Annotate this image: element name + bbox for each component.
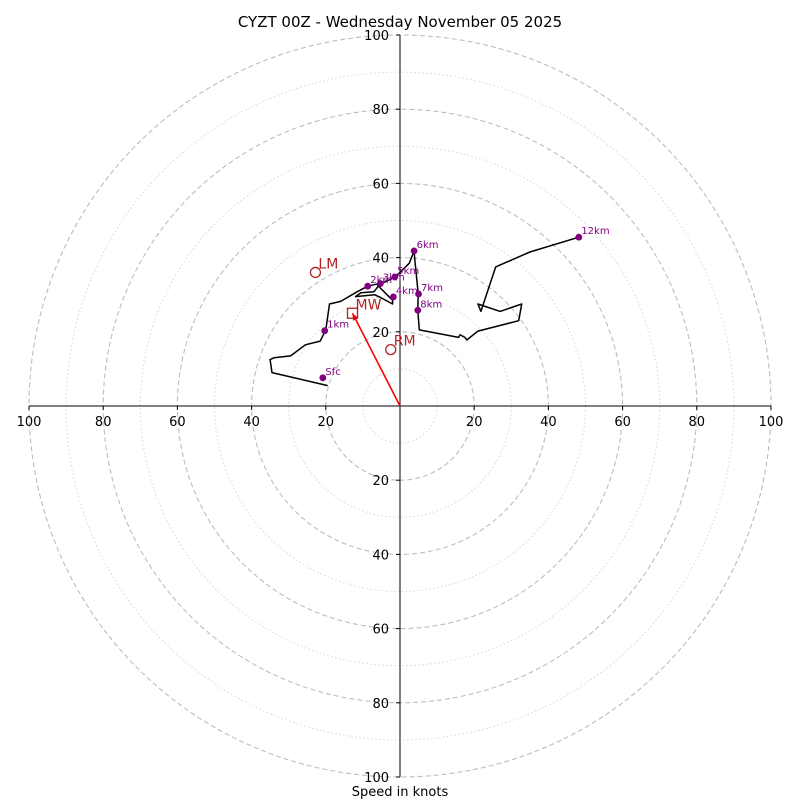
height-marker-label: 6km (417, 240, 439, 251)
x-tick-label: 20 (466, 415, 483, 430)
x-axis-label: Speed in knots (352, 785, 449, 800)
height-marker-label: 1km (327, 320, 349, 331)
y-tick-label: 100 (364, 771, 389, 786)
x-tick-label: 80 (95, 415, 112, 430)
chart-title: CYZT 00Z - Wednesday November 05 2025 (238, 13, 562, 31)
y-tick-label: 20 (372, 474, 389, 489)
x-tick-label: 100 (759, 415, 784, 430)
y-tick-label: 20 (372, 326, 389, 341)
y-tick-label: 60 (372, 623, 389, 638)
mean-wind-arrowhead (352, 313, 359, 321)
storm-motion-markers: LM RM MW (309, 256, 416, 356)
lm-marker (309, 266, 322, 279)
rm-label: RM (394, 334, 416, 350)
x-tick-label: 60 (169, 415, 186, 430)
mw-marker (346, 307, 359, 319)
height-marker-dot (575, 233, 583, 241)
mean-wind-vector (351, 312, 401, 407)
mean-wind-vector-group (351, 312, 401, 407)
y-tick-label: 80 (372, 697, 389, 712)
height-marker-dot (364, 282, 372, 290)
x-tick-label: 100 (17, 415, 42, 430)
y-tick-label: 40 (372, 548, 389, 563)
height-marker-dot (389, 293, 397, 301)
height-marker-label: 7km (421, 283, 443, 294)
height-markers: Sfc1km2km3km4km5km6km7km8km12km (319, 226, 610, 382)
y-tick-label: 80 (372, 103, 389, 118)
rm-marker (385, 343, 397, 356)
x-tick-label: 80 (689, 415, 706, 430)
y-tick-label: 60 (372, 177, 389, 192)
height-marker-dot (415, 290, 422, 298)
height-marker-dot (410, 247, 418, 255)
y-tick-label: 100 (364, 29, 389, 44)
x-tick-label: 40 (540, 415, 557, 430)
height-marker-dot (319, 374, 327, 382)
height-marker-label: 8km (420, 299, 442, 310)
x-tick-label: 40 (243, 415, 260, 430)
lm-label: LM (318, 256, 338, 272)
axis-ticks (28, 34, 772, 778)
height-marker-dot (376, 280, 384, 287)
height-marker-dot (321, 327, 329, 335)
height-marker-label: 5km (397, 266, 419, 277)
height-marker-label: 12km (581, 226, 609, 237)
height-marker-label: 4km (396, 286, 418, 297)
height-marker-label: Sfc (325, 367, 340, 378)
height-marker-dot (414, 306, 422, 314)
axis-tick-labels: 100 80 60 40 20 20 40 60 80 100 100 80 60 40 20 20 40 60 8… (17, 29, 784, 786)
y-tick-label: 40 (372, 252, 389, 267)
height-marker-dot (391, 273, 399, 281)
x-tick-label: 20 (318, 415, 335, 430)
x-tick-label: 60 (614, 415, 631, 430)
mw-label: MW (356, 297, 382, 313)
